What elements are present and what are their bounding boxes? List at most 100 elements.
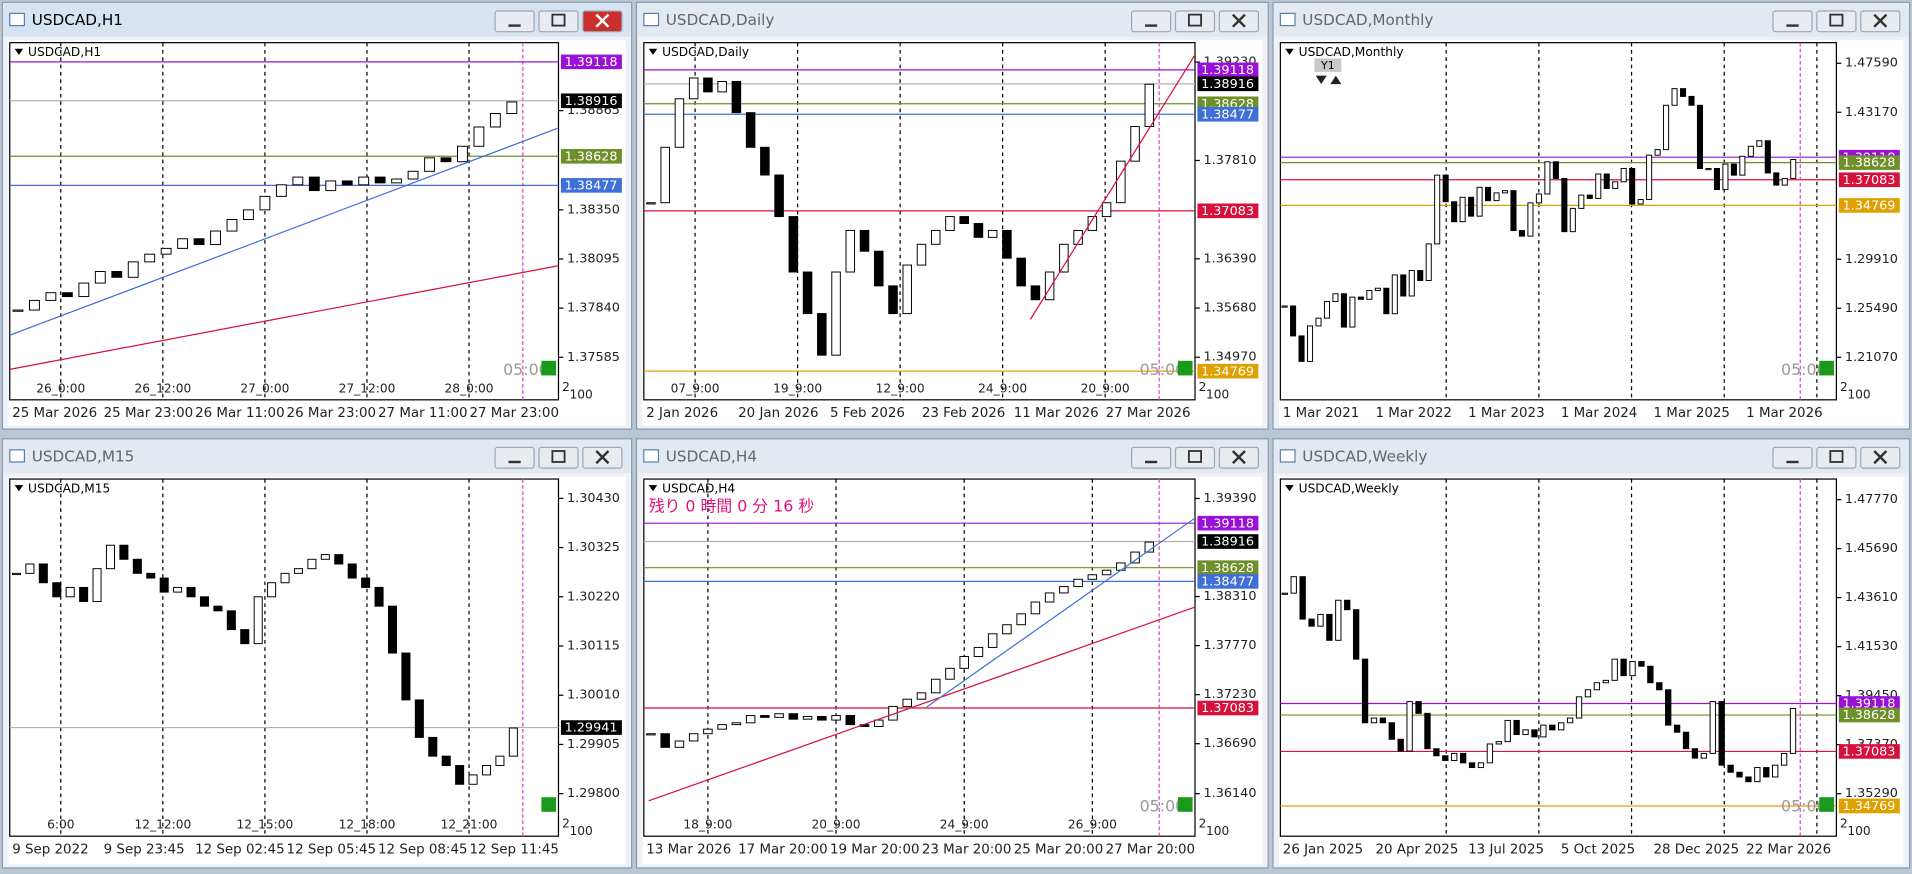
time-axis-label: 27 Mar 23:00 xyxy=(469,406,559,421)
one-click-button[interactable] xyxy=(1819,360,1834,376)
candle xyxy=(1144,83,1155,127)
time-axis-label: 25 Mar 20:00 xyxy=(1014,843,1104,858)
one-click-button[interactable] xyxy=(1819,797,1834,812)
period-arrows xyxy=(1315,75,1342,85)
period-button[interactable]: Y1 xyxy=(1314,58,1342,85)
close-button[interactable] xyxy=(1218,446,1260,469)
trend-line xyxy=(1029,54,1196,320)
chart-label: USDCAD,Daily xyxy=(662,45,749,59)
plot-border xyxy=(9,478,560,837)
maximize-button[interactable] xyxy=(1174,446,1216,469)
candle xyxy=(1665,689,1672,726)
candle xyxy=(1344,599,1351,611)
candle xyxy=(1638,661,1645,667)
chart-area xyxy=(1279,476,1904,865)
price-tag-label: 1.38916 xyxy=(1201,535,1254,550)
candle xyxy=(1718,701,1725,766)
price-tag xyxy=(1838,155,1900,170)
price-tag xyxy=(560,178,622,193)
minimize-button[interactable] xyxy=(1130,10,1172,33)
countdown: 05:00 xyxy=(1781,360,1827,379)
candle xyxy=(1637,199,1644,205)
candle xyxy=(29,299,40,311)
candle xyxy=(703,728,713,735)
time-axis-label: 12 Sep 08:45 xyxy=(378,843,467,858)
candle xyxy=(1764,140,1771,174)
candle xyxy=(1030,601,1041,615)
candle xyxy=(424,157,435,172)
candle xyxy=(1370,717,1378,724)
close-button[interactable] xyxy=(582,446,623,469)
candle xyxy=(802,271,813,315)
candle xyxy=(817,715,827,721)
candle xyxy=(308,176,320,192)
minimize-button[interactable] xyxy=(494,446,535,469)
candle xyxy=(945,216,955,231)
candle xyxy=(1773,172,1780,186)
scale-label: 2 xyxy=(1840,817,1848,831)
price-tag-label: 1.29941 xyxy=(565,721,618,736)
candle xyxy=(1727,764,1734,773)
time-grid-label: 27_0:00 xyxy=(240,381,289,395)
candle xyxy=(774,713,784,718)
plot-border xyxy=(9,42,560,401)
price-tick-label: 1.30325 xyxy=(567,540,620,555)
price-tick-label: 1.34970 xyxy=(1204,350,1257,365)
candle xyxy=(213,605,223,612)
price-tag-label: 1.38628 xyxy=(565,149,618,164)
candle xyxy=(1656,682,1663,691)
time-axis-label: 5 Oct 2025 xyxy=(1561,843,1635,858)
candle xyxy=(1709,701,1716,754)
candle xyxy=(1299,576,1306,620)
price-tag xyxy=(1838,744,1900,759)
candle xyxy=(1620,167,1627,183)
minimize-button[interactable] xyxy=(1772,10,1813,33)
button-glyph xyxy=(551,13,566,27)
candle xyxy=(859,229,870,252)
maximize-button[interactable] xyxy=(1816,10,1857,33)
maximize-button[interactable] xyxy=(538,446,579,469)
price-tag xyxy=(1197,62,1259,78)
one-click-button[interactable] xyxy=(541,360,557,376)
one-click-button[interactable] xyxy=(1177,797,1193,812)
time-axis-label: 12 Sep 11:45 xyxy=(469,843,558,858)
candle xyxy=(1578,194,1585,209)
candle xyxy=(760,146,770,176)
window-icon xyxy=(643,449,660,463)
candle xyxy=(1116,160,1126,204)
candle xyxy=(902,264,913,315)
candle xyxy=(845,715,856,726)
one-click-button[interactable] xyxy=(541,797,557,812)
minimize-button[interactable] xyxy=(1130,446,1172,469)
price-tick-label: 1.36390 xyxy=(1204,251,1257,266)
close-button[interactable] xyxy=(1218,10,1260,33)
maximize-button[interactable] xyxy=(1174,10,1216,33)
price-tag-label: 1.37083 xyxy=(1201,701,1254,716)
button-glyph xyxy=(595,13,610,28)
close-button[interactable] xyxy=(582,10,623,33)
candle xyxy=(325,180,337,192)
price-tag-label: 1.38628 xyxy=(1201,561,1254,576)
candle xyxy=(1504,719,1511,743)
candle xyxy=(407,170,419,180)
time-axis-label: 1 Mar 2021 xyxy=(1283,406,1359,421)
close-button[interactable] xyxy=(1860,446,1901,469)
time-grid-label: 12_12:00 xyxy=(134,818,191,832)
button-face xyxy=(1816,10,1857,33)
close-button[interactable] xyxy=(1860,10,1901,33)
price-tick-label: 1.43170 xyxy=(1845,105,1898,120)
scale-label: 2 xyxy=(1199,380,1207,394)
minimize-button[interactable] xyxy=(1772,446,1813,469)
label-triangle xyxy=(648,48,658,55)
minimize-button[interactable] xyxy=(494,10,535,33)
one-click-button[interactable] xyxy=(1177,360,1193,376)
time-axis-label: 13 Mar 2026 xyxy=(646,843,731,858)
countdown: 05:00 xyxy=(1140,360,1186,379)
candle xyxy=(1691,748,1699,759)
candle xyxy=(1722,163,1729,191)
maximize-button[interactable] xyxy=(1816,446,1857,469)
price-tag xyxy=(1197,203,1259,219)
candle xyxy=(1468,762,1476,769)
candle xyxy=(1566,717,1574,724)
maximize-button[interactable] xyxy=(538,10,579,33)
